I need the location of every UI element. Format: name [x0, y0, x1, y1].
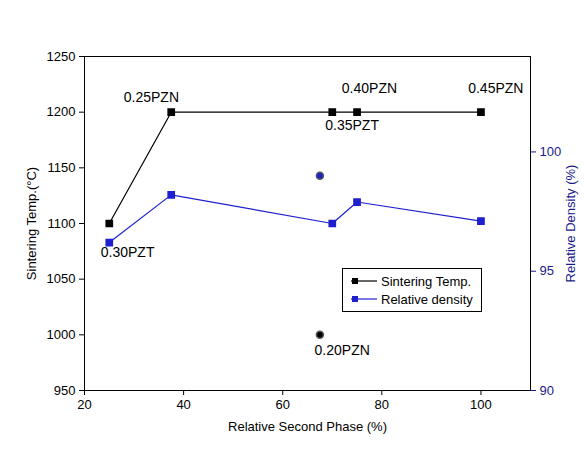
html-text:Relative density: Relative density [381, 291, 473, 307]
svg-text:1150: 1150 [48, 160, 76, 175]
svg-text:100: 100 [540, 144, 562, 159]
svg-text:0.25PZN: 0.25PZN [124, 89, 179, 105]
svg-text:1250: 1250 [47, 49, 76, 64]
svg-text:Sintering Temp.(°C): Sintering Temp.(°C) [24, 167, 39, 280]
svg-text:0.35PZT: 0.35PZT [325, 117, 379, 133]
svg-text:90: 90 [540, 383, 554, 398]
svg-text:0.20PZN: 0.20PZN [315, 342, 370, 358]
svg-text:80: 80 [375, 397, 389, 412]
svg-text:1050: 1050 [47, 271, 76, 286]
svg-text:20: 20 [77, 397, 91, 412]
svg-text:40: 40 [176, 397, 190, 412]
html-text:Sintering Temp.: Sintering Temp. [381, 273, 472, 289]
svg-text:Relative Second Phase (%): Relative Second Phase (%) [228, 419, 387, 434]
svg-text:0.45PZN: 0.45PZN [468, 80, 523, 96]
svg-text:0.30PZT: 0.30PZT [101, 244, 155, 260]
svg-text:Relative Density (%): Relative Density (%) [563, 165, 578, 283]
svg-text:0.40PZN: 0.40PZN [342, 80, 397, 96]
svg-text:100: 100 [470, 397, 492, 412]
svg-text:95: 95 [540, 263, 554, 278]
svg-text:60: 60 [275, 397, 289, 412]
svg-text:1100: 1100 [48, 216, 76, 231]
svg-text:1200: 1200 [47, 104, 76, 119]
svg-text:950: 950 [54, 383, 76, 398]
svg-text:1000: 1000 [47, 327, 76, 342]
